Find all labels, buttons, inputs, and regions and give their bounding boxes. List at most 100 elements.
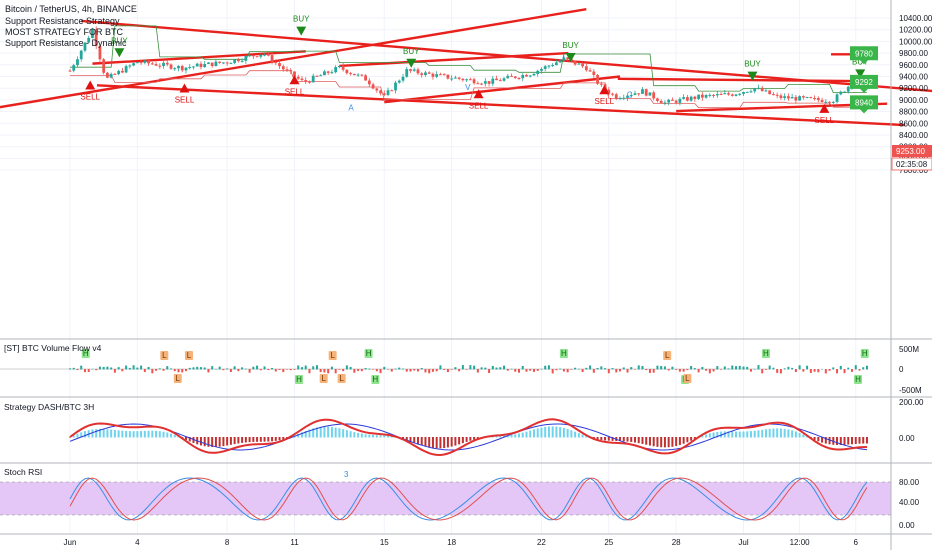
volume-bar (241, 367, 244, 370)
dash-histogram-bar (701, 435, 704, 438)
volume-bar (577, 368, 580, 370)
candle-body (629, 94, 633, 96)
sell-arrow-icon (289, 75, 300, 85)
candle-body (412, 69, 416, 71)
time-axis[interactable]: Jun 4 8 11 15 18 22 25 28 Jul 12:00 6 (64, 538, 859, 547)
volume-bar (510, 368, 513, 370)
trendline (384, 75, 621, 104)
dash-histogram-bar (113, 429, 116, 438)
candle-body (386, 90, 390, 95)
dash-histogram-bar (91, 429, 94, 438)
volume-bar (862, 367, 865, 370)
dash-histogram-bar (783, 428, 786, 438)
volume-bar (648, 369, 651, 373)
candle-body (222, 62, 225, 64)
volume-bar (847, 367, 850, 370)
candle-body (689, 96, 693, 101)
dash-histogram-bar (136, 431, 139, 438)
volume-bar (211, 366, 214, 370)
support-step-line (70, 25, 867, 93)
volume-h-marker (559, 349, 568, 358)
candle-body (513, 76, 517, 78)
candle-body (708, 94, 712, 96)
volume-bar (203, 367, 206, 370)
candle-body (281, 66, 285, 70)
dash-histogram-bar (802, 434, 805, 438)
dash-histogram-bar (439, 437, 442, 449)
candle-body (828, 101, 831, 103)
dash-histogram-bar (461, 437, 464, 444)
volume-bar (364, 368, 367, 370)
candle-body (775, 94, 779, 96)
dash-main-line (69, 418, 868, 457)
candle-body (177, 65, 180, 69)
volume-bar (390, 369, 393, 372)
dash-histogram-bar (110, 429, 113, 438)
candle-body (742, 91, 745, 94)
dash-pane-title[interactable]: Strategy DASH/BTC 3H (4, 402, 94, 412)
sell-label: SELL (595, 97, 615, 106)
candle-body (124, 66, 128, 73)
volume-bar (289, 369, 292, 371)
candle-body (431, 73, 435, 77)
volume-bar (424, 369, 427, 373)
volume-bar (607, 369, 610, 374)
volume-bar (98, 366, 101, 370)
indicator-legend-sr-strategy[interactable]: Support Resistance Strategy (5, 16, 120, 26)
volume-bar (372, 369, 375, 370)
price-tick-label: 10200.00 (899, 26, 932, 35)
candle-body (528, 75, 532, 77)
dash-histogram-bar (357, 432, 360, 438)
volume-pane-title[interactable]: [ST] BTC Volume Flow v4 (4, 343, 102, 353)
volume-bar (443, 369, 446, 370)
candle-body (120, 70, 124, 73)
candle-body (349, 73, 353, 75)
volume-bar (170, 368, 173, 370)
indicator-legend-most-strategy[interactable]: MOST STRATEGY FOR BTC (5, 27, 124, 37)
candle-body (558, 60, 562, 63)
dash-histogram-bar (690, 437, 693, 441)
volume-h-marker (364, 349, 373, 358)
dash-histogram-bar (424, 437, 427, 447)
candle-body (83, 42, 87, 51)
volume-bar (95, 369, 98, 371)
indicator-legend-sr-dynamic[interactable]: Support Resistance - Dynamic (5, 38, 127, 48)
dash-histogram-bar (720, 431, 723, 438)
dash-histogram-bar (761, 429, 764, 438)
candle-body (420, 73, 424, 76)
volume-bar (701, 366, 704, 370)
dash-histogram-bar (222, 437, 225, 447)
candle-body (311, 75, 315, 83)
volume-bar (304, 365, 307, 370)
dash-histogram-bar (817, 437, 820, 442)
candle-body (506, 75, 510, 79)
candle-body (296, 76, 300, 79)
stoch-pane-title[interactable]: Stoch RSI (4, 467, 42, 477)
candle-body (510, 75, 513, 77)
volume-bar (72, 367, 75, 370)
candle-body (798, 96, 802, 101)
dash-histogram-bar (746, 431, 749, 438)
dash-histogram-bar (237, 437, 240, 444)
dash-histogram-bar (334, 427, 337, 438)
dash-histogram-bar (158, 431, 161, 438)
volume-bar (428, 369, 431, 374)
indicator-panes: HHHHHHHHHLLLLLLLL (0, 349, 869, 521)
volume-bar (244, 368, 247, 370)
volume-bar (566, 369, 569, 373)
volume-bar (420, 368, 423, 370)
volume-l-marker (184, 351, 193, 360)
dash-histogram-bar (641, 437, 644, 444)
dash-histogram-bar (824, 437, 827, 444)
volume-bar (611, 368, 614, 370)
price-tick-label: 8400.00 (899, 131, 928, 140)
dash-histogram-bar (604, 437, 607, 441)
dash-histogram-bar (798, 432, 801, 438)
dash-histogram-bar (128, 431, 131, 438)
volume-bar (259, 369, 262, 371)
candle-body (760, 87, 764, 92)
volume-h-marker-label: H (366, 349, 372, 358)
candle-body (637, 93, 641, 95)
dash-histogram-bar (413, 437, 416, 443)
